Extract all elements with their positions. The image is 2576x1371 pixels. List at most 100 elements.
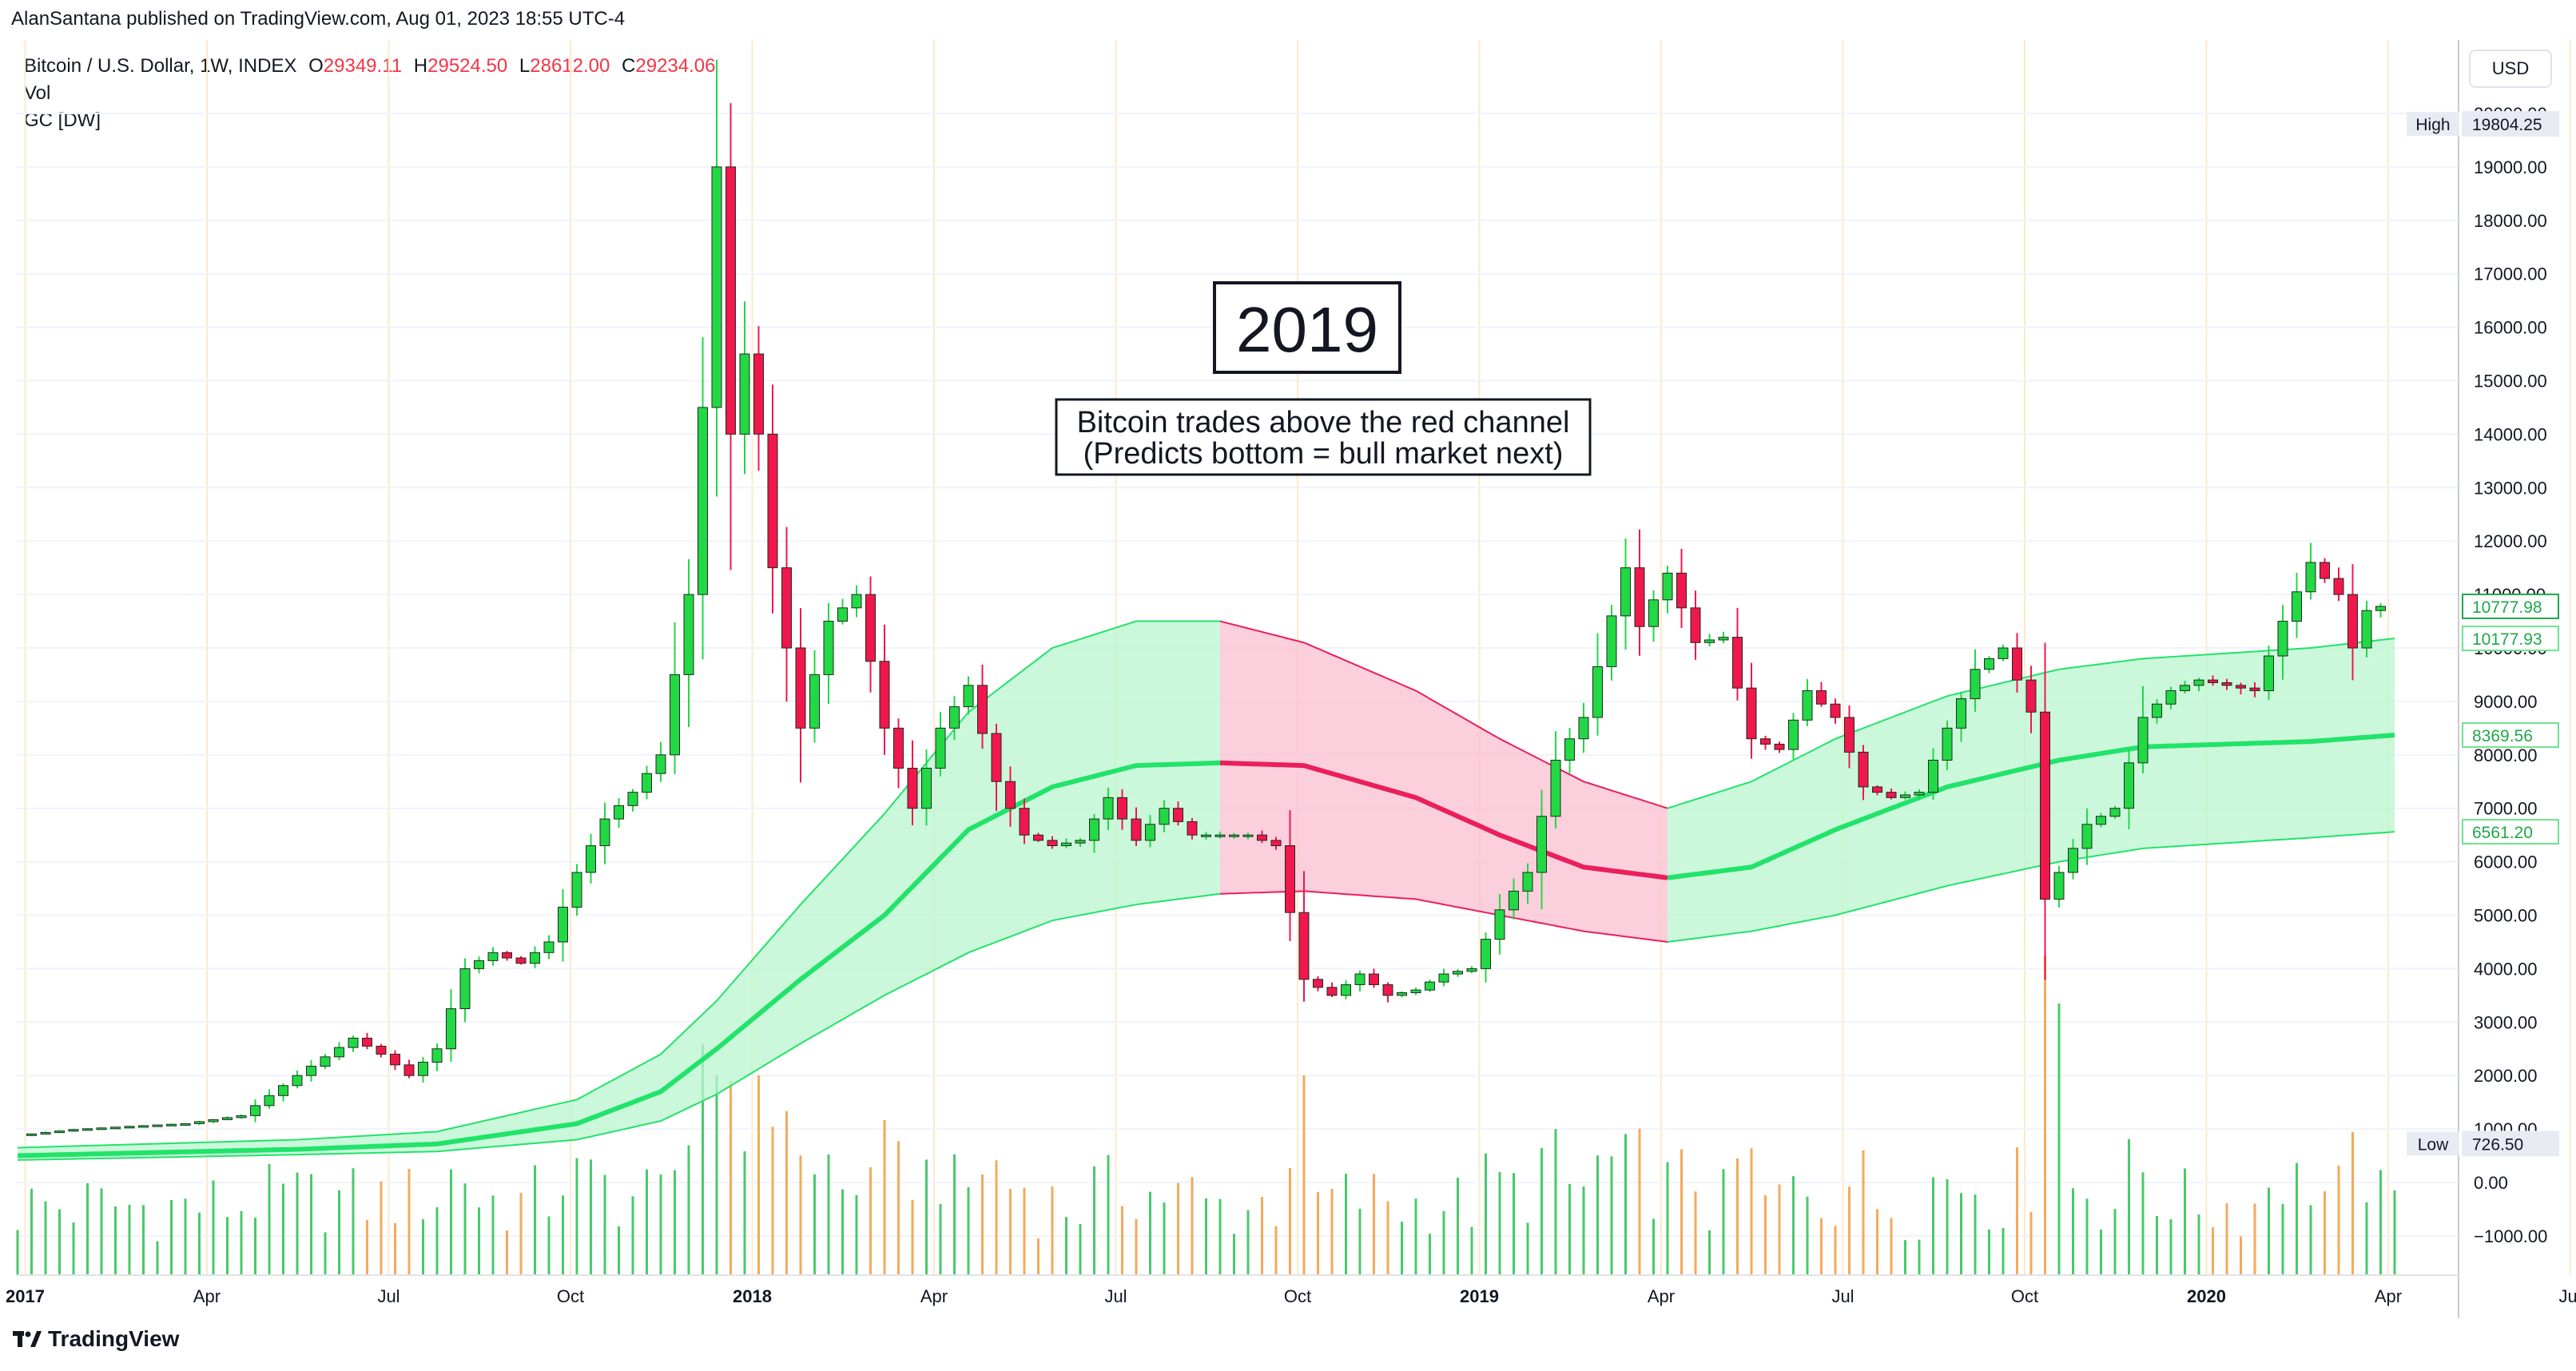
candle-body xyxy=(1005,781,1016,809)
candle-body xyxy=(2305,562,2316,593)
candle-body xyxy=(2375,606,2386,611)
currency-button[interactable]: USD xyxy=(2469,50,2552,88)
candle-body xyxy=(1662,572,1673,601)
candle-body xyxy=(26,1133,37,1136)
candle-body xyxy=(571,872,582,908)
candle-body xyxy=(487,952,499,961)
time-tick-label: 2019 xyxy=(1460,1286,1499,1306)
price-axis[interactable]: 20000.0019000.0018000.0017000.0016000.00… xyxy=(2407,104,2559,1246)
note-line-2: (Predicts bottom = bull market next) xyxy=(1083,437,1564,471)
candle-body xyxy=(1550,759,1561,817)
candle-body xyxy=(1872,786,1882,793)
candle-body xyxy=(1229,834,1239,837)
candlesticks xyxy=(26,59,2386,1136)
candle-body xyxy=(166,1123,177,1127)
candle-body xyxy=(991,733,1002,782)
candle-body xyxy=(390,1053,400,1066)
candle-body xyxy=(1746,687,1757,740)
candle-body xyxy=(1788,719,1799,750)
candle-body xyxy=(781,567,792,649)
volume-bars xyxy=(16,956,2396,1275)
footer-brand[interactable]: TradingView xyxy=(48,1326,180,1351)
candle-body xyxy=(222,1117,233,1120)
time-axis[interactable]: 2017 Apr Jul Oct 2018 Apr Jul Oct 2019 Apr Jul Oct 2… xyxy=(6,1286,2576,1306)
candle-body xyxy=(1494,909,1505,940)
candle-body xyxy=(2236,685,2246,689)
legend-close-key: C xyxy=(622,55,636,77)
candle-body xyxy=(2040,711,2050,900)
candle-body xyxy=(1481,939,1491,969)
price-tick-label: 4000.00 xyxy=(2474,959,2538,979)
axis-value-text: 726.50 xyxy=(2472,1135,2523,1154)
axis-value-tag xyxy=(2462,819,2559,845)
candle-body xyxy=(40,1131,51,1135)
candle-body xyxy=(530,952,540,964)
axis-value-tag xyxy=(2462,722,2559,749)
time-tick-label: 2018 xyxy=(733,1286,772,1306)
candle-body xyxy=(543,941,555,953)
channel-line-upper xyxy=(17,620,1220,1149)
price-tick-label: 0.00 xyxy=(2474,1173,2508,1193)
candle-body xyxy=(837,607,848,622)
candle-body xyxy=(1187,821,1198,836)
chart-legend: Bitcoin / U.S. Dollar, 1W, INDEX O29349.… xyxy=(24,53,716,134)
axis-value-text: 10777.98 xyxy=(2472,598,2542,617)
candle-body xyxy=(823,621,834,675)
candle-body xyxy=(1564,738,1575,761)
candle-body xyxy=(1886,792,1897,798)
candle-body xyxy=(292,1075,303,1087)
time-tick-label: Oct xyxy=(2011,1286,2038,1306)
candle-body xyxy=(2264,655,2274,692)
candle-body xyxy=(348,1037,359,1048)
candle-body xyxy=(1830,703,1841,718)
candle-body xyxy=(558,906,568,943)
axis-tag-label: Low xyxy=(2418,1135,2449,1154)
candle-body xyxy=(1438,973,1449,983)
candle-body xyxy=(725,166,736,435)
candle-body xyxy=(1257,834,1267,841)
candle-body xyxy=(1453,971,1463,975)
channel-fill-red xyxy=(1220,621,1668,942)
candle-body xyxy=(515,957,527,964)
legend-ohlc-row: Bitcoin / U.S. Dollar, 1W, INDEX O29349.… xyxy=(24,53,716,80)
candle-body xyxy=(642,773,652,793)
candle-body xyxy=(418,1061,428,1076)
candle-body xyxy=(1326,987,1338,996)
note-box xyxy=(1055,398,1592,476)
candle-body xyxy=(1984,658,1994,670)
candle-body xyxy=(96,1127,107,1131)
candle-body xyxy=(306,1065,316,1076)
candle-body xyxy=(54,1131,65,1134)
candle-body xyxy=(180,1123,191,1126)
candle-body xyxy=(459,968,471,1010)
candle-body xyxy=(1354,973,1366,985)
annotations: 2019 Bitcoin trades above the red channe… xyxy=(1055,281,1592,476)
candle-body xyxy=(1117,797,1127,820)
channel-line-upper xyxy=(1219,620,1668,809)
price-tick-label: −1000.00 xyxy=(2474,1226,2547,1246)
candle-body xyxy=(1382,984,1393,996)
candle-body xyxy=(1201,834,1211,837)
candle-body xyxy=(1522,872,1533,892)
price-tick-label: 3000.00 xyxy=(2474,1012,2538,1032)
candle-body xyxy=(1410,989,1421,994)
candle-body xyxy=(1578,717,1589,740)
candle-body xyxy=(2165,690,2176,705)
candle-body xyxy=(1900,794,1910,798)
legend-symbol[interactable]: Bitcoin / U.S. Dollar, 1W, INDEX xyxy=(24,55,297,77)
legend-volume-indicator[interactable]: Vol xyxy=(24,82,51,104)
legend-high-value: 29524.50 xyxy=(427,55,508,77)
time-tick-label: 2020 xyxy=(2187,1286,2226,1306)
axis-value-tag xyxy=(2462,111,2559,137)
candle-body xyxy=(2320,562,2330,579)
axis-value-tag xyxy=(2462,626,2559,652)
time-tick-label: Jul xyxy=(377,1286,400,1306)
candle-body xyxy=(586,845,596,873)
price-tick-label: 14000.00 xyxy=(2474,424,2547,444)
time-tick-label: 2017 xyxy=(6,1286,45,1306)
axis-value-text: 10177.93 xyxy=(2472,630,2542,649)
candle-body xyxy=(1858,751,1869,788)
candle-body xyxy=(403,1064,415,1076)
time-tick-label: Apr xyxy=(193,1286,221,1306)
